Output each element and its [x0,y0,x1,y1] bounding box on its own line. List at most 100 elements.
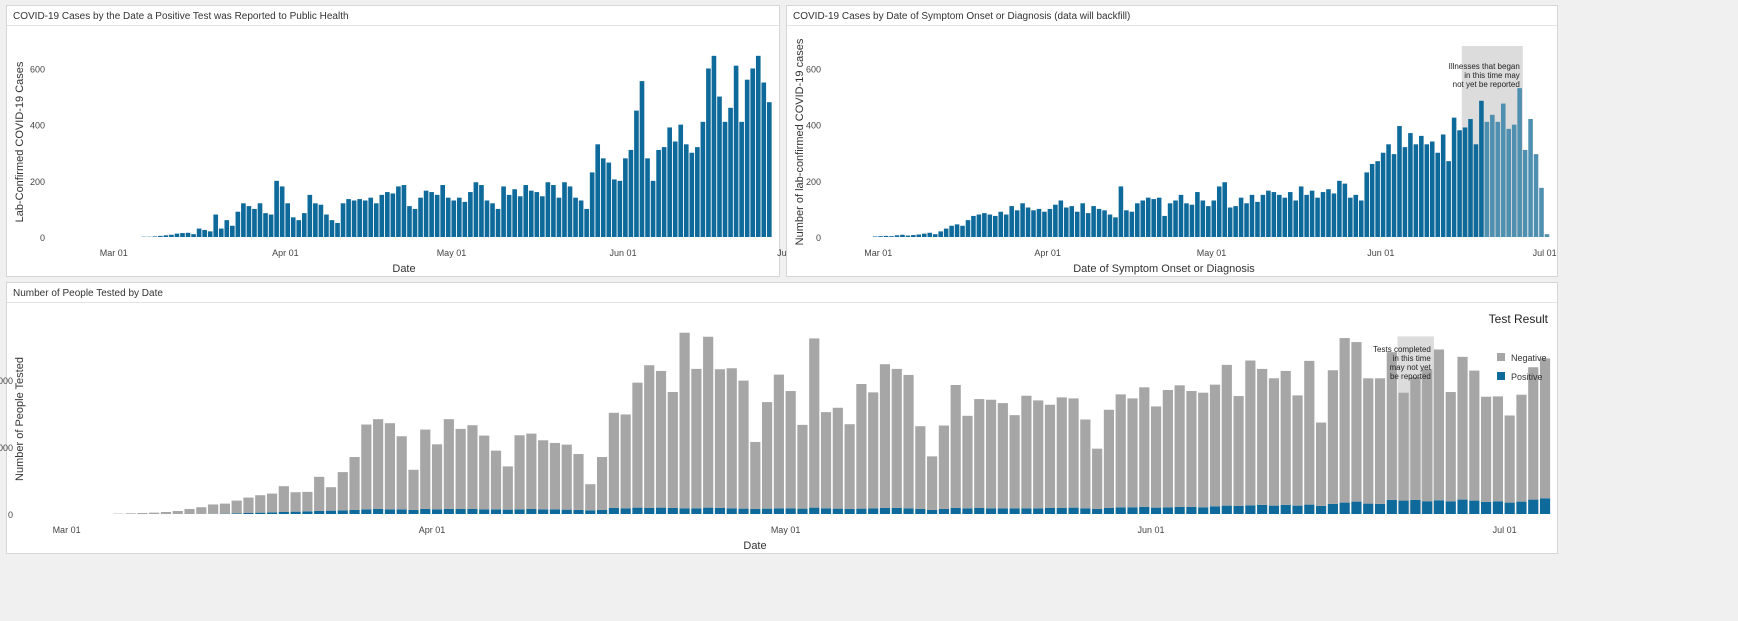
bar [982,213,987,237]
bar-negative [1469,370,1480,501]
bar [900,234,905,237]
bar [1408,133,1413,237]
bar-positive [337,510,348,514]
cases-by-onset-date-panel: COVID-19 Cases by Date of Symptom Onset … [786,5,1558,277]
bar [1140,200,1146,237]
bar-positive [266,512,278,514]
bar-positive [726,508,737,514]
bar-negative [596,457,608,510]
bar [346,199,351,237]
bar-negative [1445,392,1456,502]
bar-positive [1127,507,1138,514]
bar [1020,203,1025,237]
bar [728,107,733,237]
bar-negative [1374,378,1386,504]
bar [440,185,446,237]
bar-positive [762,508,773,514]
bar-negative [608,412,619,508]
y-tick-label: 400 [806,121,821,131]
bar [268,214,274,237]
bar [645,158,650,237]
annotation-text: not yet be reported [1453,80,1520,89]
bar [1293,200,1298,237]
bar-positive [1209,506,1221,514]
y-axis-label: Number of People Tested [14,357,26,481]
bar-positive [1280,504,1291,514]
bar [656,149,661,237]
bar [1391,154,1397,237]
bar [1074,211,1080,237]
people-tested-panel: Number of People Tested by Date 0 2000 400… [0,282,1558,554]
bar [1419,135,1424,237]
bar-negative [467,425,478,509]
y-tick-label: 4000 [0,376,13,386]
x-tick-label: Apr 01 [272,248,299,258]
bar [1178,194,1184,237]
bar [1031,210,1036,237]
bar-negative [514,435,525,510]
bar-positive [1445,501,1456,514]
bar [1096,208,1102,237]
bar-negative [266,493,278,513]
bar-negative [1257,368,1268,505]
bar-positive [856,508,867,514]
bar-negative [1516,394,1527,502]
bar [1266,190,1271,237]
panel-divider [787,25,1557,26]
bar-negative [1245,360,1256,506]
bar-negative [974,399,985,508]
annotation-text: Tests completed [1373,345,1431,354]
bar [313,203,318,237]
bar [301,213,307,237]
bar-negative [1386,352,1397,500]
bar-positive [396,509,407,514]
bar-negative [149,512,160,514]
bar [1260,194,1266,237]
bar [407,206,412,237]
bar [257,203,263,237]
bar [1544,234,1550,237]
bar-positive [455,508,466,514]
bar-negative [361,424,372,510]
bar [1533,154,1539,237]
bar [1118,186,1124,237]
bar [556,197,562,237]
bar-negative [1327,370,1338,504]
bar [1342,183,1348,237]
bar-negative [762,402,773,509]
bar-negative [396,436,407,510]
bar [1277,194,1282,237]
bar-positive [773,508,784,514]
bar [468,192,473,237]
bar-negative [738,380,749,509]
bar [1173,200,1178,237]
bar-positive [1469,500,1480,514]
bar [1528,119,1533,237]
bar [385,192,390,237]
bar [1402,147,1408,237]
bar-negative [750,441,761,509]
annotation-text: may not yet [1390,363,1432,372]
bar [639,81,645,237]
bar [202,229,207,237]
bar [1424,144,1430,237]
bar [1162,215,1167,237]
bar-positive [632,507,643,514]
bar [905,235,911,237]
bar-negative [1481,396,1492,502]
bar [1468,119,1473,237]
bar [1484,121,1490,237]
bar [916,234,922,237]
bar [1042,211,1047,237]
bar-positive [420,508,431,514]
bar-positive [985,508,997,514]
bar-positive [502,509,513,514]
bar [1189,204,1195,237]
y-axis-label: Number of lab-confirmed COVID-19 cases [794,38,806,245]
bar [501,186,506,237]
bar-positive [1492,501,1503,514]
bar [1479,100,1484,237]
y-tick-label: 0 [816,233,821,243]
bar-negative [1021,395,1032,509]
